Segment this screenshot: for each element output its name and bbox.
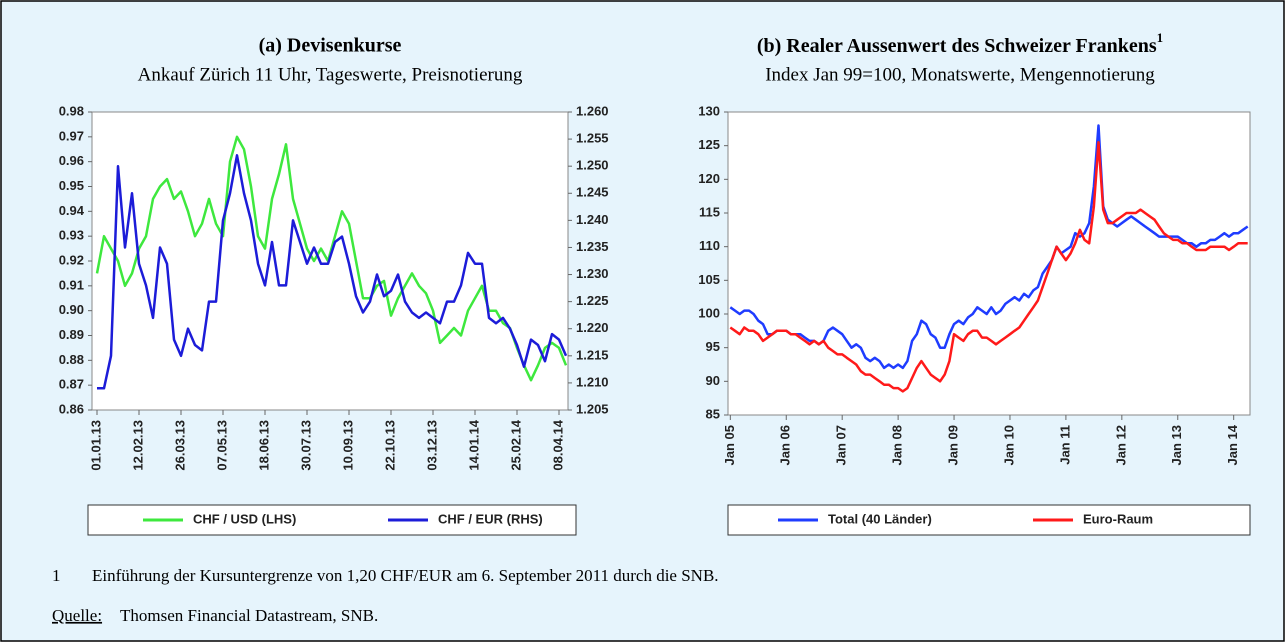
- y-tick-label: 105: [698, 272, 720, 287]
- y-tick-label: 0.90: [59, 302, 84, 317]
- y-tick-label: 130: [698, 103, 720, 118]
- y2-tick-label: 1.245: [576, 185, 609, 200]
- y-tick-label: 95: [706, 339, 720, 354]
- x-tick-label: Jan 07: [834, 425, 849, 465]
- y2-tick-label: 1.250: [576, 158, 609, 173]
- y2-tick-label: 1.255: [576, 131, 609, 146]
- x-tick-label: 18.06.13: [256, 420, 271, 471]
- y-tick-label: 90: [706, 373, 720, 388]
- x-tick-label: Jan 14: [1225, 424, 1240, 465]
- chart-subtitle: Index Jan 99=100, Monatswerte, Mengennot…: [765, 64, 1155, 85]
- legend-label: CHF / EUR (RHS): [438, 511, 543, 526]
- x-tick-label: 12.02.13: [130, 420, 145, 471]
- x-tick-label: 03.12.13: [424, 420, 439, 471]
- legend-label: Total (40 Länder): [828, 511, 932, 526]
- footnote-text: Einführung der Kursuntergrenze von 1,20 …: [92, 566, 719, 585]
- x-tick-label: 14.01.14: [466, 419, 481, 470]
- x-tick-label: 22.10.13: [382, 420, 397, 471]
- footnote-number: 1: [52, 566, 61, 585]
- x-tick-label: Jan 11: [1057, 425, 1072, 465]
- y-tick-label: 100: [698, 305, 720, 320]
- x-tick-label: Jan 13: [1169, 425, 1184, 465]
- chart-title: (a) Devisenkurse: [259, 35, 402, 57]
- y-tick-label: 0.86: [59, 401, 84, 416]
- chart-title: (b) Realer Aussenwert des Schweizer Fran…: [757, 30, 1163, 57]
- legend-label: Euro-Raum: [1083, 511, 1153, 526]
- y2-tick-label: 1.235: [576, 239, 609, 254]
- y-tick-label: 0.87: [59, 377, 84, 392]
- y2-tick-label: 1.220: [576, 320, 609, 335]
- x-tick-label: 07.05.13: [214, 420, 229, 471]
- y-tick-label: 110: [699, 238, 720, 253]
- y2-tick-label: 1.230: [576, 266, 609, 281]
- y2-tick-label: 1.205: [576, 401, 609, 416]
- y-tick-label: 0.94: [59, 203, 85, 218]
- x-tick-label: Jan 08: [890, 425, 905, 465]
- y2-tick-label: 1.215: [576, 347, 609, 362]
- x-tick-label: Jan 12: [1113, 425, 1128, 465]
- series-line: [97, 154, 568, 390]
- y-tick-label: 0.92: [59, 252, 84, 267]
- y-tick-label: 0.93: [59, 228, 84, 243]
- x-tick-label: 30.07.13: [298, 420, 313, 471]
- x-tick-label: 26.03.13: [172, 420, 187, 471]
- source-text: Thomsen Financial Datastream, SNB.: [120, 606, 378, 625]
- y-tick-label: 0.97: [59, 128, 84, 143]
- x-tick-label: Jan 06: [778, 425, 793, 465]
- y2-tick-label: 1.225: [576, 293, 609, 308]
- title-text: (b) Realer Aussenwert des Schweizer Fran…: [757, 35, 1157, 57]
- x-tick-label: Jan 05: [722, 425, 737, 465]
- x-tick-label: 25.02.14: [508, 419, 523, 470]
- y-tick-label: 85: [706, 406, 720, 421]
- y-tick-label: 0.88: [59, 352, 84, 367]
- y-tick-label: 115: [699, 204, 720, 219]
- chart-subtitle: Ankauf Zürich 11 Uhr, Tageswerte, Preisn…: [138, 64, 523, 85]
- y-tick-label: 120: [698, 171, 720, 186]
- x-tick-label: 08.04.14: [550, 419, 565, 470]
- x-tick-label: 01.01.13: [88, 420, 103, 471]
- y-tick-label: 0.98: [59, 103, 84, 118]
- y-tick-label: 0.95: [59, 178, 84, 193]
- series-line: [729, 141, 1248, 393]
- legend-label: CHF / USD (LHS): [193, 511, 296, 526]
- y2-tick-label: 1.260: [576, 103, 609, 118]
- y2-tick-label: 1.210: [576, 374, 609, 389]
- y-tick-label: 0.91: [59, 277, 84, 292]
- x-tick-label: 10.09.13: [340, 420, 355, 471]
- x-tick-label: Jan 10: [1001, 425, 1016, 465]
- y-tick-label: 0.96: [59, 153, 84, 168]
- x-tick-label: Jan 09: [945, 425, 960, 465]
- plot-area: [727, 111, 1251, 416]
- source-label: Quelle:: [52, 606, 102, 625]
- y2-tick-label: 1.240: [576, 212, 609, 227]
- y-tick-label: 0.89: [59, 327, 84, 342]
- y-tick-label: 125: [698, 137, 720, 152]
- title-note: 1: [1157, 30, 1164, 45]
